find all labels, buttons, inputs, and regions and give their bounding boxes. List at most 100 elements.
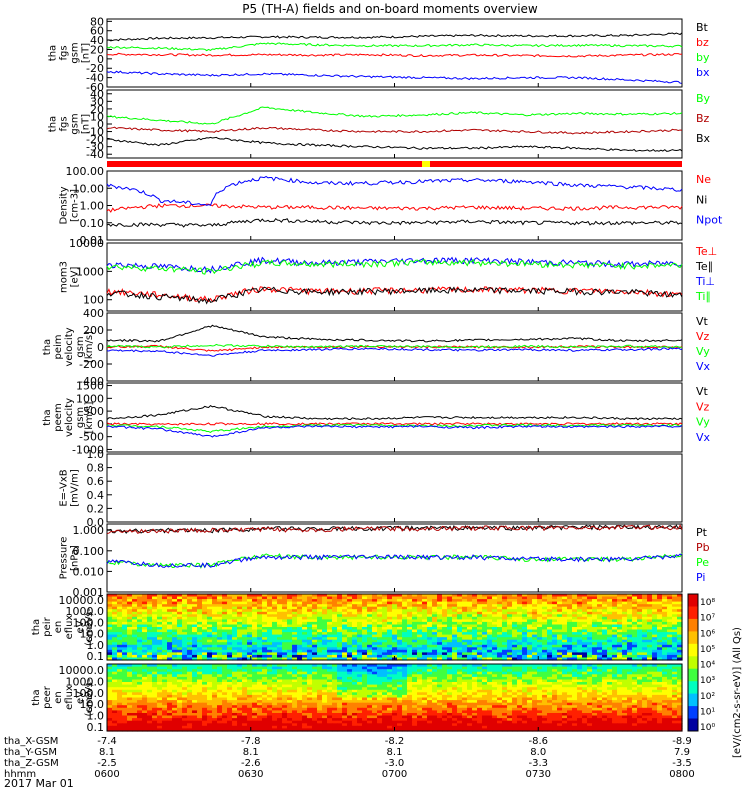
series-line-Vx <box>107 348 682 356</box>
y-axis-label: tha <box>31 619 42 635</box>
series-line-bx <box>107 71 682 83</box>
series-line-Vt <box>107 406 682 420</box>
legend-bz: bz <box>696 36 709 49</box>
y-axis-label: Pressure <box>59 537 70 580</box>
series-line-bz <box>107 53 682 57</box>
panel-frame <box>107 454 682 522</box>
series-line-by <box>107 43 682 51</box>
legend-Te⊥: Te⊥ <box>695 245 717 258</box>
y-axis-label: [nT] <box>81 43 92 63</box>
chart-title: P5 (TH-A) fields and on-board moments ov… <box>242 2 538 16</box>
panel-frame <box>107 90 682 158</box>
panel-frame <box>107 171 682 240</box>
y-tick-label: 1500 <box>76 380 104 393</box>
y-tick-label: 0.1 <box>87 721 105 734</box>
y-tick-label: 1.00 <box>80 200 105 213</box>
y-axis-label: eflux <box>64 615 75 640</box>
series-line-Bx <box>107 137 682 151</box>
legend-Vy: Vy <box>696 416 710 429</box>
legend-Bz: Bz <box>696 112 710 125</box>
y-tick-label: 400 <box>83 307 104 320</box>
y-axis-label: en <box>53 621 64 634</box>
legend-Vt: Vt <box>696 315 709 328</box>
legend-by: by <box>696 51 710 64</box>
y-axis-label: peer <box>42 685 53 709</box>
y-tick-label: 0.2 <box>87 502 105 515</box>
y-axis-label: peem <box>53 403 64 431</box>
y-axis-label: fgs <box>59 45 70 60</box>
y-axis-label: sr-eV) <box>84 612 95 641</box>
series-line-Vy <box>107 344 682 347</box>
y-tick-label: 100.00 <box>66 165 105 178</box>
series-line-Ni <box>107 219 682 227</box>
y-axis-label: fgs <box>59 116 70 131</box>
y-axis-label: tha <box>48 45 59 61</box>
legend-Pe: Pe <box>696 556 709 569</box>
y-axis-label: gsm <box>70 113 81 134</box>
y-tick-label: 1.0 <box>87 448 105 461</box>
y-tick-label: 0 <box>97 341 104 354</box>
legend-Pi: Pi <box>696 571 705 584</box>
y-axis-label: E=-VxB <box>59 469 70 506</box>
y-tick-label: 1.000 <box>73 524 105 537</box>
y-tick-label: 0.10 <box>80 217 105 230</box>
y-axis-label: [km/s] <box>84 401 95 433</box>
legend-Vt: Vt <box>696 385 709 398</box>
legend-Ti∥: Ti∥ <box>695 290 711 303</box>
series-line-Npot <box>107 177 682 206</box>
y-axis-label: [cm-3] <box>70 189 81 222</box>
y-axis-label: peim <box>53 334 64 359</box>
legend-Bx: Bx <box>696 132 711 145</box>
series-line-Bt <box>107 33 682 41</box>
legend-Vx: Vx <box>696 431 711 444</box>
series-line-Vy <box>107 424 682 432</box>
legend-Ne: Ne <box>696 173 711 186</box>
legend-Ti⊥: Ti⊥ <box>695 275 715 288</box>
legend-Ni: Ni <box>696 193 707 206</box>
y-tick-label: 100 <box>83 294 104 307</box>
y-tick-label: 0.1 <box>87 650 105 663</box>
y-axis-label: [nPa] <box>70 545 81 571</box>
legend-Bt: Bt <box>696 21 709 34</box>
y-axis-label: peir <box>42 616 53 636</box>
panel-frame <box>107 243 682 311</box>
y-axis-label: tha <box>48 116 59 132</box>
y-axis-label: sr-eV) <box>84 683 95 712</box>
y-axis-label: velocity <box>64 327 75 366</box>
series-line-Ne <box>107 204 682 212</box>
series-line-Bz <box>107 127 682 134</box>
y-tick-label: 0.4 <box>87 489 105 502</box>
y-tick-label: -40 <box>86 148 104 161</box>
legend-Te∥: Te∥ <box>695 260 713 273</box>
legend-Vz: Vz <box>696 400 710 413</box>
y-axis-label: [nT] <box>81 114 92 134</box>
legend-Vx: Vx <box>696 360 711 373</box>
legend-Pb: Pb <box>696 541 710 554</box>
y-tick-label: 0 <box>97 418 104 431</box>
legend-Npot: Npot <box>696 214 723 227</box>
y-tick-label: 0.8 <box>87 462 105 475</box>
series-line-Ti∥ <box>107 260 682 275</box>
series-line-Te∥ <box>107 287 682 303</box>
y-axis-label: gsm <box>70 42 81 63</box>
y-axis-label: en <box>53 691 64 704</box>
y-axis-label: eflux <box>64 685 75 710</box>
series-line-Vt <box>107 325 682 342</box>
legend-Vz: Vz <box>696 330 710 343</box>
y-axis-label: [km/s] <box>84 331 95 363</box>
y-axis-label: mom3 <box>59 261 70 293</box>
y-axis-label: velocity <box>64 398 75 437</box>
y-axis-label: [eV] <box>70 267 81 288</box>
y-axis-label: tha <box>42 339 53 355</box>
y-axis-label: Density <box>59 186 70 224</box>
series-line-By <box>107 107 682 124</box>
legend-By: By <box>696 92 711 105</box>
y-axis-label: [mV/m] <box>70 469 81 507</box>
y-tick-label: 0.6 <box>87 475 105 488</box>
series-line-Pi <box>107 554 682 567</box>
legend-bx: bx <box>696 66 710 79</box>
y-axis-label: tha <box>42 409 53 425</box>
y-axis-label: tha <box>31 689 42 705</box>
y-tick-label: 10000 <box>69 237 104 250</box>
